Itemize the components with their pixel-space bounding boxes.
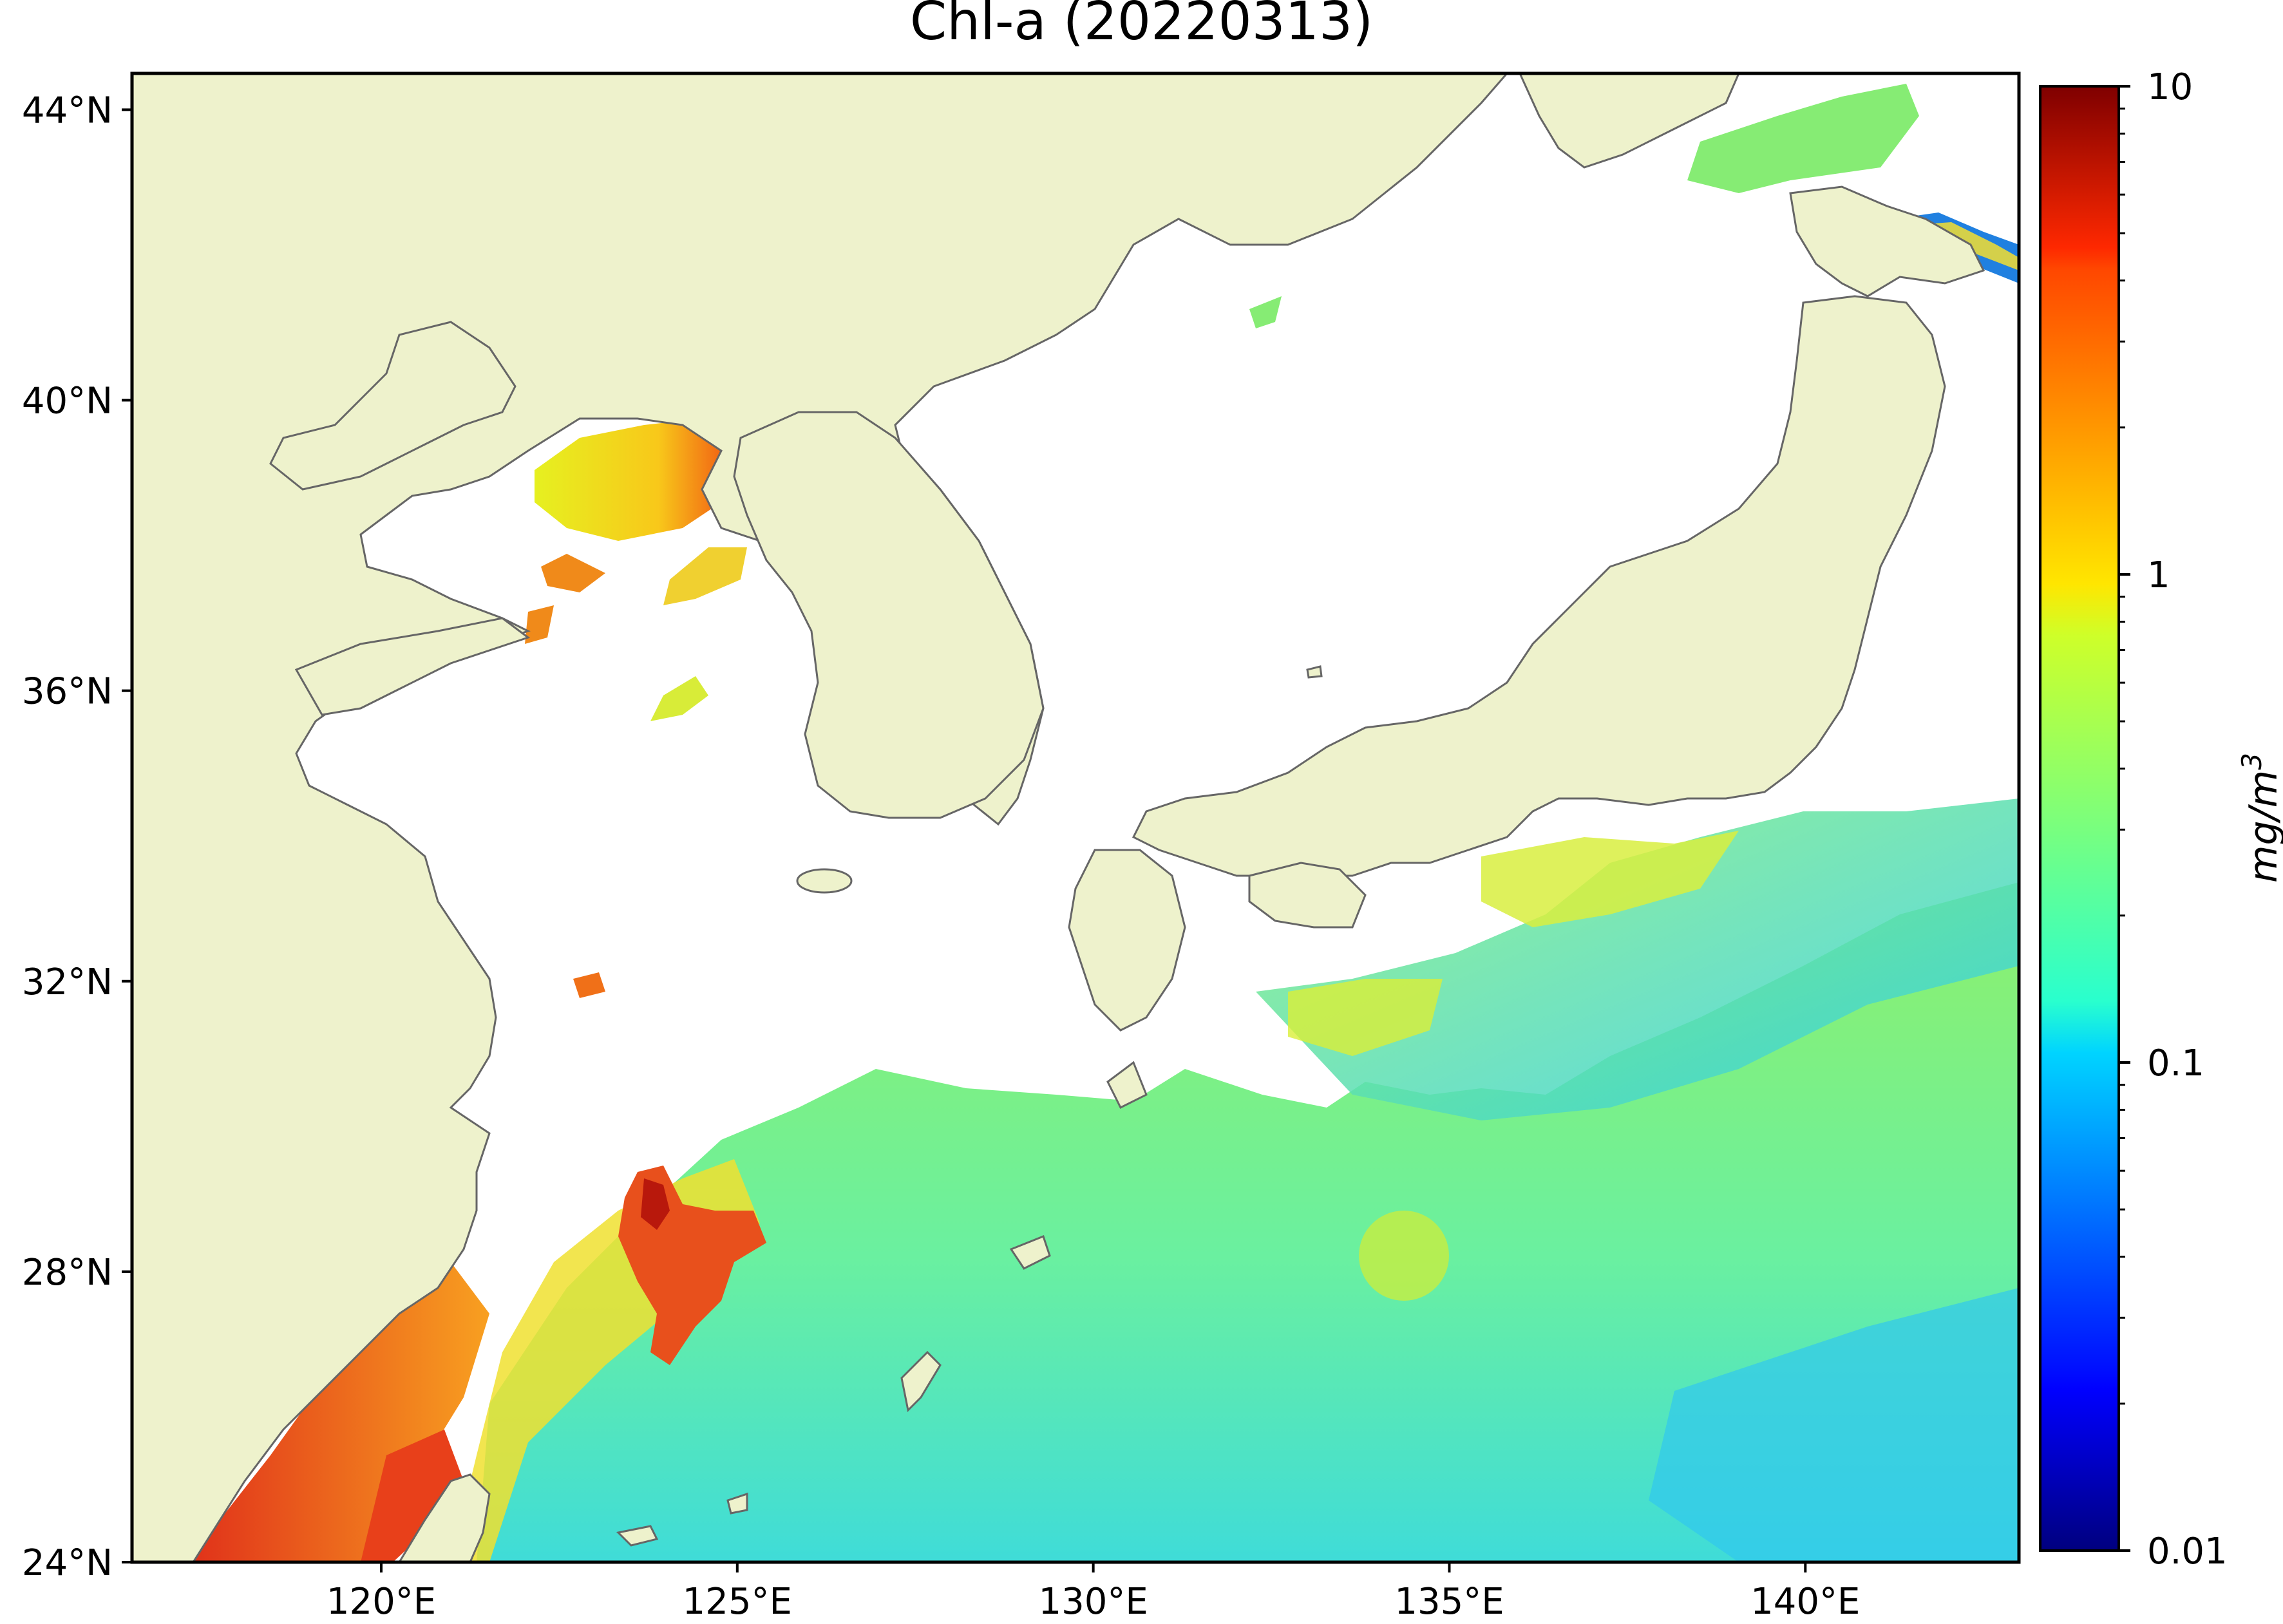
colorbar-unit-text: mg/m xyxy=(2241,770,2283,883)
y-tick-label: 36°N xyxy=(22,671,113,713)
land-shikoku xyxy=(1248,862,1367,929)
land xyxy=(132,73,1985,1562)
land-liaodong xyxy=(269,321,516,491)
land-sakhalin xyxy=(1519,73,1740,169)
land-shandong xyxy=(294,617,531,716)
x-tick-label: 120°E xyxy=(327,1581,436,1623)
land-jeju xyxy=(796,868,853,894)
land-kyushu xyxy=(1068,849,1186,1032)
land-hokkaido xyxy=(1789,185,1985,297)
colorbar-unit-superscript: 3 xyxy=(2236,753,2268,770)
chl-eddy xyxy=(1359,1211,1449,1301)
map-title: Chl-a (20220313) xyxy=(909,0,1374,52)
chl-patch-east-yellow xyxy=(1481,831,1739,927)
chl-low-southeast xyxy=(1649,1288,2019,1562)
y-tick-label: 28°N xyxy=(22,1252,113,1294)
land-korea xyxy=(733,411,1045,819)
x-tick-label: 140°E xyxy=(1750,1581,1860,1623)
y-tick-label: 44°N xyxy=(22,90,113,131)
chl-field-east xyxy=(1256,798,2019,1120)
map-frame xyxy=(130,71,2021,1564)
chl-sea-of-japan-patch xyxy=(1249,296,1282,328)
land-okinawa xyxy=(900,1350,942,1413)
y-axis: 24°N 28°N 32°N 36°N 40°N 44°N xyxy=(22,90,132,1584)
colorbar-ticks: 10 1 0.1 0.01 xyxy=(2119,66,2228,1572)
colorbar-tick-label: 10 xyxy=(2147,66,2193,108)
colorbar-tick-label: 0.01 xyxy=(2147,1531,2228,1572)
chl-yellow-sea-west xyxy=(525,554,605,644)
map-area xyxy=(132,73,2019,1562)
chl-yangtze-patch xyxy=(573,972,605,998)
chl-yellow-sea-mid xyxy=(663,547,747,605)
land-island-small-1 xyxy=(616,1525,659,1547)
x-tick-label: 125°E xyxy=(683,1581,792,1623)
colorbar-unit-label: mg/m3 xyxy=(2236,753,2283,883)
land-taiwan xyxy=(398,1473,491,1562)
land-amami xyxy=(1009,1235,1051,1270)
x-tick-label: 130°E xyxy=(1039,1581,1148,1623)
land-tanegashima xyxy=(1106,1061,1148,1109)
chl-ecs-coastal-front xyxy=(187,1262,489,1562)
chl-taiwan-strait xyxy=(361,1430,464,1562)
land-island-small-2 xyxy=(726,1492,748,1515)
colorbar-gradient xyxy=(2039,85,2120,1552)
y-tick-label: 24°N xyxy=(22,1542,113,1584)
land-island-small-3 xyxy=(1306,665,1323,679)
colorbar-tick-label: 0.1 xyxy=(2147,1043,2204,1084)
chl-patch-east-yellow-2 xyxy=(1288,979,1443,1056)
chl-bohai-bay xyxy=(535,419,741,541)
y-tick-label: 40°N xyxy=(22,381,113,422)
x-tick-label: 135°E xyxy=(1394,1581,1504,1623)
y-tick-label: 32°N xyxy=(22,961,113,1003)
chl-ecs-dark-red xyxy=(641,1178,670,1230)
chl-northeast-patch xyxy=(1687,84,1919,193)
chl-yellow-sea-south xyxy=(650,676,708,721)
land-asia-mainland xyxy=(132,73,1508,1562)
colorbar: 10 1 0.1 0.01 mg/m3 xyxy=(2039,66,2283,1572)
colorbar-tick-label: 1 xyxy=(2147,554,2170,596)
x-axis: 120°E 125°E 130°E 135°E 140°E xyxy=(327,1562,1860,1623)
